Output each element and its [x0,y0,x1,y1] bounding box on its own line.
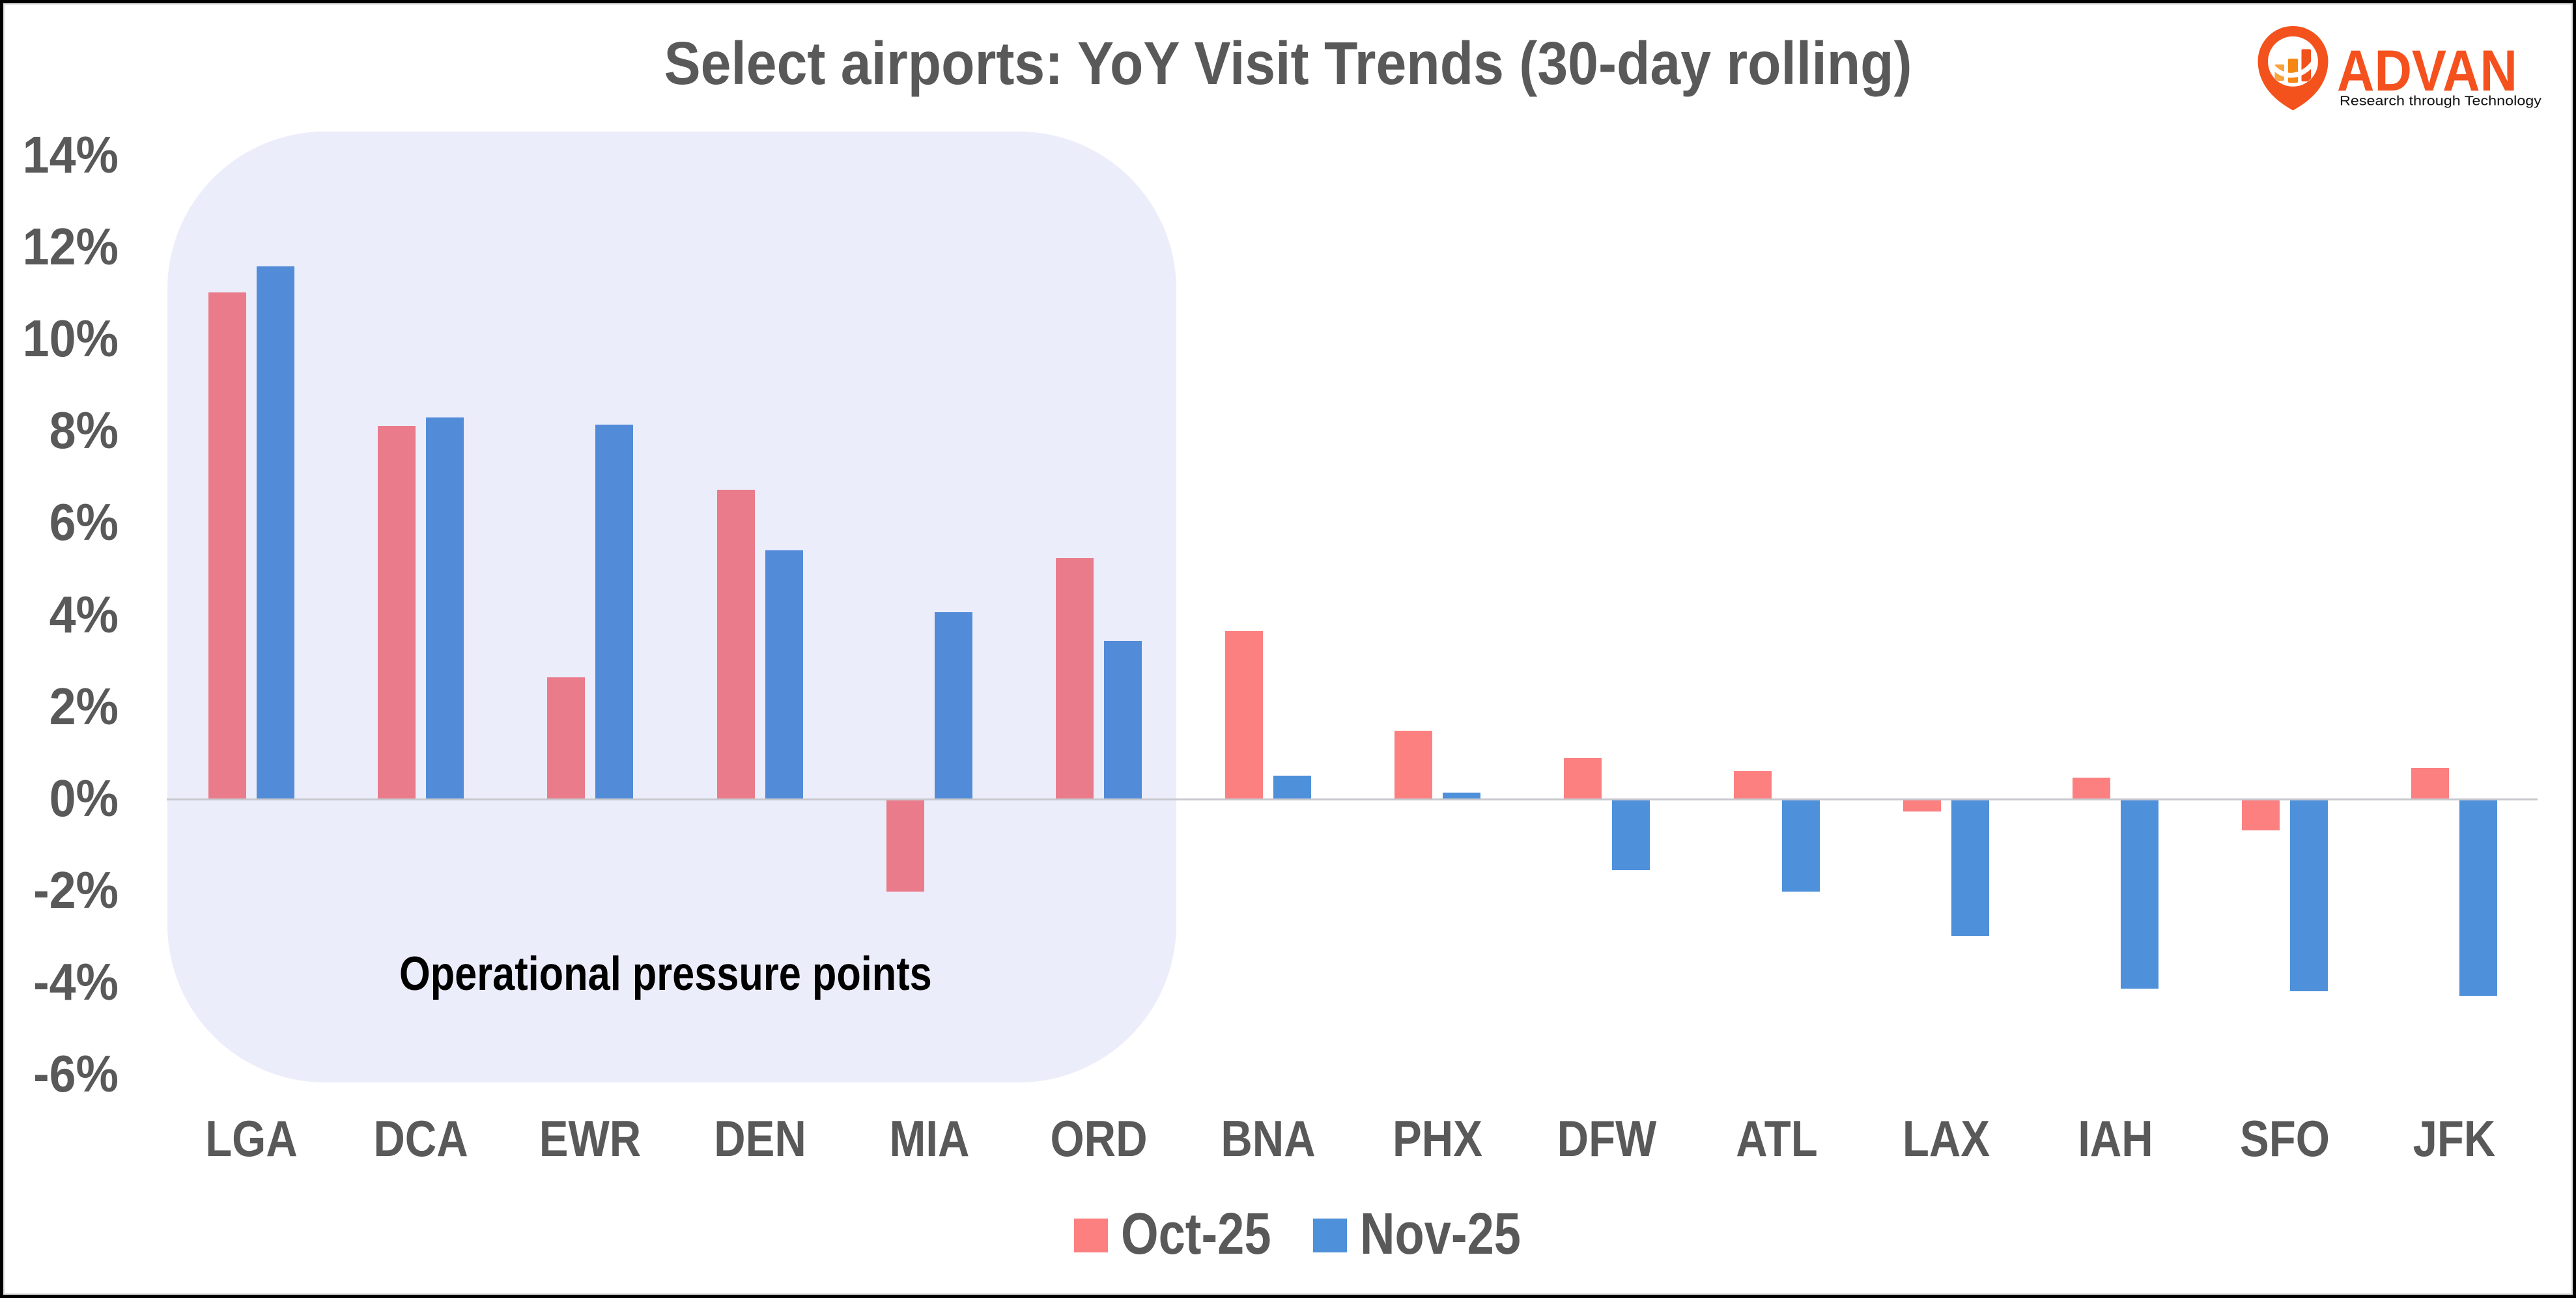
svg-text:Research through Technology: Research through Technology [2340,94,2541,109]
svg-text:ADVAN: ADVAN [2337,38,2517,103]
